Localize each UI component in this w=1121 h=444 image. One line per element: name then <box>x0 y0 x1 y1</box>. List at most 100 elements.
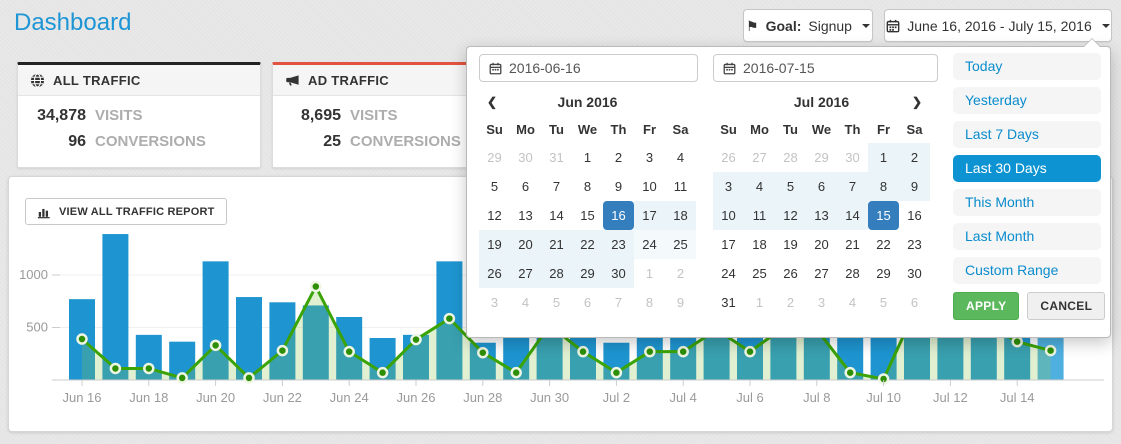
calendar-day[interactable]: 6 <box>910 295 919 310</box>
calendar-day[interactable]: 9 <box>899 172 930 201</box>
calendar-day[interactable]: 28 <box>845 266 860 281</box>
calendar-day[interactable]: 5 <box>775 172 806 201</box>
calendar-day[interactable]: 24 <box>721 266 736 281</box>
calendar-day[interactable]: 12 <box>775 201 806 230</box>
calendar-day[interactable]: 5 <box>490 179 499 194</box>
calendar-day-selected[interactable]: 15 <box>868 201 899 230</box>
range-option-this-month[interactable]: This Month <box>953 189 1101 216</box>
calendar-day[interactable]: 5 <box>879 295 888 310</box>
calendar-day[interactable]: 6 <box>521 179 530 194</box>
calendar-day[interactable]: 1 <box>868 143 899 172</box>
calendar-day[interactable]: 29 <box>572 259 603 288</box>
calendar-day[interactable]: 6 <box>806 172 837 201</box>
calendar-day[interactable]: 3 <box>713 172 744 201</box>
calendar-day[interactable]: 27 <box>814 266 829 281</box>
calendar-day-selected[interactable]: 16 <box>603 201 634 230</box>
calendar-day[interactable]: 16 <box>907 208 922 223</box>
calendar-day[interactable]: 17 <box>721 237 736 252</box>
calendar-day[interactable]: 27 <box>752 150 767 165</box>
calendar-day[interactable]: 4 <box>676 150 685 165</box>
calendar-day[interactable]: 8 <box>583 179 592 194</box>
apply-button[interactable]: APPLY <box>953 292 1020 320</box>
calendar-day[interactable]: 2 <box>614 150 623 165</box>
calendar-day[interactable]: 28 <box>783 150 798 165</box>
calendar-day[interactable]: 1 <box>645 266 654 281</box>
calendar-day[interactable]: 18 <box>665 201 696 230</box>
end-date-input[interactable]: 2016-07-15 <box>713 54 938 82</box>
calendar-day[interactable]: 28 <box>541 259 572 288</box>
calendar-day[interactable]: 30 <box>907 266 922 281</box>
calendar-day[interactable]: 1 <box>755 295 764 310</box>
calendar-day[interactable]: 31 <box>721 295 736 310</box>
calendar-day[interactable]: 26 <box>783 266 798 281</box>
calendar-day[interactable]: 18 <box>752 237 767 252</box>
calendar-day[interactable]: 13 <box>518 208 533 223</box>
calendar-day[interactable]: 11 <box>673 179 688 194</box>
calendar-day[interactable]: 29 <box>487 150 502 165</box>
calendar-day[interactable]: 14 <box>837 201 868 230</box>
range-option-last-month[interactable]: Last Month <box>953 223 1101 250</box>
calendar-day[interactable]: 19 <box>783 237 798 252</box>
cancel-button[interactable]: CANCEL <box>1027 292 1106 320</box>
calendar-day[interactable]: 1 <box>583 150 592 165</box>
range-option-last-30-days[interactable]: Last 30 Days <box>953 155 1101 182</box>
calendar-day[interactable]: 3 <box>490 295 499 310</box>
range-option-custom-range[interactable]: Custom Range <box>953 257 1101 284</box>
calendar-day[interactable]: 7 <box>552 179 561 194</box>
calendar-day[interactable]: 4 <box>744 172 775 201</box>
calendar-day[interactable]: 24 <box>634 230 665 259</box>
goal-selector-button[interactable]: ⚑ Goal: Signup <box>743 9 873 42</box>
calendar-day[interactable]: 13 <box>806 201 837 230</box>
calendar-day[interactable]: 21 <box>541 230 572 259</box>
calendar-day[interactable]: 3 <box>817 295 826 310</box>
calendar-day[interactable]: 20 <box>510 230 541 259</box>
calendar-day[interactable]: 26 <box>721 150 736 165</box>
calendar-day[interactable]: 21 <box>845 237 860 252</box>
calendar-day[interactable]: 8 <box>868 172 899 201</box>
calendar-day[interactable]: 10 <box>713 201 744 230</box>
calendar-day[interactable]: 30 <box>845 150 860 165</box>
calendar-day[interactable]: 7 <box>614 295 623 310</box>
date-range-button[interactable]: June 16, 2016 - July 15, 2016 <box>884 9 1112 42</box>
next-month-icon[interactable]: ❯ <box>911 95 923 109</box>
calendar-day[interactable]: 11 <box>744 201 775 230</box>
calendar-day[interactable]: 14 <box>549 208 564 223</box>
calendar-day[interactable]: 25 <box>752 266 767 281</box>
calendar-day[interactable]: 12 <box>487 208 502 223</box>
calendar-day[interactable]: 15 <box>580 208 595 223</box>
calendar-day[interactable]: 2 <box>786 295 795 310</box>
calendar-day[interactable]: 29 <box>814 150 829 165</box>
calendar-day[interactable]: 2 <box>899 143 930 172</box>
calendar-day[interactable]: 4 <box>521 295 530 310</box>
calendar-day[interactable]: 26 <box>479 259 510 288</box>
calendar-day[interactable]: 23 <box>907 237 922 252</box>
calendar-day[interactable]: 19 <box>479 230 510 259</box>
calendar-day[interactable]: 20 <box>814 237 829 252</box>
calendar-day[interactable]: 9 <box>676 295 685 310</box>
calendar-day[interactable]: 29 <box>876 266 891 281</box>
calendar-day[interactable]: 9 <box>614 179 623 194</box>
range-option-today[interactable]: Today <box>953 53 1101 80</box>
calendar-day[interactable]: 23 <box>603 230 634 259</box>
calendar-day[interactable]: 7 <box>837 172 868 201</box>
prev-month-icon[interactable]: ❮ <box>486 95 498 109</box>
calendar-day[interactable]: 22 <box>876 237 891 252</box>
start-date-input[interactable]: 2016-06-16 <box>479 54 698 82</box>
calendar-day[interactable]: 25 <box>665 230 696 259</box>
view-all-traffic-report-button[interactable]: VIEW ALL TRAFFIC REPORT <box>25 198 227 225</box>
calendar-day[interactable]: 17 <box>634 201 665 230</box>
calendar-day[interactable]: 22 <box>572 230 603 259</box>
calendar-day[interactable]: 4 <box>848 295 857 310</box>
calendar-day[interactable]: 10 <box>642 179 657 194</box>
range-option-last-7-days[interactable]: Last 7 Days <box>953 121 1101 148</box>
calendar-day[interactable]: 27 <box>510 259 541 288</box>
calendar-day[interactable]: 3 <box>645 150 654 165</box>
calendar-day[interactable]: 31 <box>549 150 564 165</box>
calendar-day[interactable]: 6 <box>583 295 592 310</box>
range-option-yesterday[interactable]: Yesterday <box>953 87 1101 114</box>
calendar-day[interactable]: 30 <box>603 259 634 288</box>
calendar-day[interactable]: 8 <box>645 295 654 310</box>
calendar-day[interactable]: 2 <box>676 266 685 281</box>
calendar-day[interactable]: 30 <box>518 150 533 165</box>
calendar-day[interactable]: 5 <box>552 295 561 310</box>
